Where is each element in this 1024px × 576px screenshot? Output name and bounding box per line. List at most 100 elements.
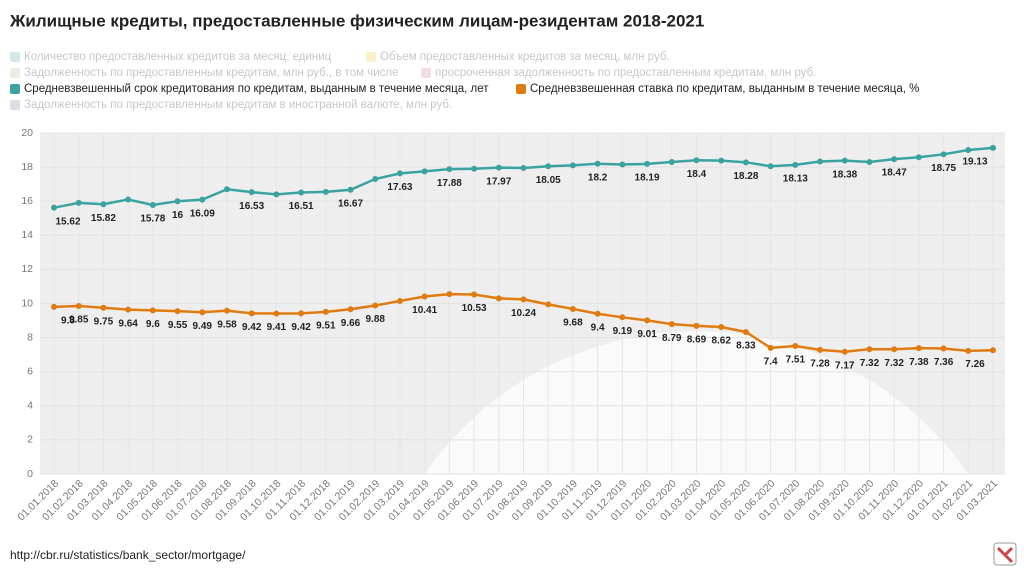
data-point (347, 186, 354, 193)
legend-label: просроченная задолженность по предоставл… (435, 67, 816, 79)
data-point (545, 301, 552, 308)
y-tick-label: 10 (21, 297, 33, 309)
legend-swatch (516, 84, 526, 94)
data-label: 17.97 (486, 176, 511, 187)
data-point (569, 305, 576, 312)
data-label: 9.66 (341, 318, 361, 329)
y-tick-label: 4 (27, 400, 33, 412)
legend-label: Средневзвешенная ставка по кредитам, выд… (530, 83, 919, 95)
data-point (693, 322, 700, 329)
data-point (174, 308, 181, 315)
data-point (75, 303, 82, 310)
data-point (940, 345, 947, 352)
data-point (520, 164, 527, 171)
data-label: 7.4 (764, 356, 778, 367)
data-label: 9.64 (118, 318, 138, 329)
data-point (569, 162, 576, 169)
data-point (248, 310, 255, 317)
data-label: 9.4 (591, 322, 605, 333)
legend-swatch (366, 52, 376, 62)
data-point (273, 310, 280, 317)
data-point (792, 161, 799, 168)
data-point (125, 196, 132, 203)
data-point (125, 306, 132, 313)
data-point (915, 154, 922, 161)
data-point (594, 310, 601, 317)
y-tick-label: 12 (21, 263, 33, 275)
data-label: 16.53 (239, 201, 264, 212)
data-label: 10.24 (511, 308, 536, 319)
data-label: 18.19 (635, 173, 660, 184)
data-label: 9.8 (61, 316, 75, 327)
data-point (223, 307, 230, 314)
data-point (149, 307, 156, 314)
data-point (471, 165, 478, 172)
y-tick-label: 18 (21, 161, 33, 173)
data-label: 15.82 (91, 213, 116, 224)
data-label: 18.13 (783, 174, 808, 185)
data-point (594, 160, 601, 167)
data-point (644, 317, 651, 324)
y-tick-label: 6 (27, 365, 33, 377)
data-label: 7.28 (810, 359, 830, 370)
data-point (668, 321, 675, 328)
data-point (446, 291, 453, 298)
data-point (891, 346, 898, 353)
legend-swatch (421, 68, 431, 78)
y-tick-label: 14 (21, 229, 33, 241)
data-point (990, 347, 996, 354)
data-point (495, 295, 502, 302)
data-point (396, 297, 403, 304)
data-label: 15.62 (55, 216, 80, 227)
data-point (841, 157, 848, 164)
chart-title: Жилищные кредиты, предоставленные физиче… (9, 11, 704, 30)
data-point (421, 168, 428, 175)
data-label: 16.67 (338, 198, 363, 209)
data-label: 8.79 (662, 333, 682, 344)
data-point (421, 293, 428, 300)
data-point (298, 310, 305, 317)
data-point (298, 189, 305, 196)
data-label: 18.2 (588, 172, 608, 183)
data-point (372, 302, 379, 309)
data-point (668, 158, 675, 165)
data-point (495, 164, 502, 171)
data-point (693, 157, 700, 164)
data-label: 9.55 (168, 320, 188, 331)
data-label: 7.36 (934, 357, 954, 368)
data-point (817, 346, 824, 353)
data-label: 9.51 (316, 320, 336, 331)
data-label: 18.38 (832, 169, 857, 180)
data-label: 8.33 (736, 341, 756, 352)
data-label: 9.68 (563, 318, 583, 329)
data-point (223, 186, 230, 193)
data-label: 7.26 (965, 359, 985, 370)
data-label: 9.42 (291, 322, 311, 333)
data-label: 17.88 (437, 178, 462, 189)
data-label: 9.75 (94, 316, 114, 327)
data-label: 17.63 (387, 182, 412, 193)
data-point (51, 204, 57, 211)
data-point (273, 191, 280, 198)
data-point (866, 158, 873, 165)
data-point (742, 159, 749, 166)
data-point (718, 324, 725, 331)
legend-label: Средневзвешенный срок кредитования по кр… (24, 83, 489, 95)
legend-swatch (10, 52, 20, 62)
data-label: 9.19 (613, 326, 633, 337)
data-label: 9.42 (242, 322, 262, 333)
data-point (891, 156, 898, 163)
data-point (817, 158, 824, 165)
legend-swatch (10, 68, 20, 78)
data-point (767, 344, 774, 351)
data-point (51, 303, 57, 310)
data-label: 15.78 (140, 214, 165, 225)
legend-label: Задолженность по предоставленным кредита… (24, 67, 399, 79)
data-label: 9.58 (217, 319, 237, 330)
data-label: 7.38 (909, 357, 929, 368)
data-label: 9.85 (69, 315, 89, 326)
data-point (322, 188, 329, 195)
data-label: 10.53 (462, 303, 487, 314)
data-point (100, 201, 107, 208)
data-point (149, 201, 156, 208)
